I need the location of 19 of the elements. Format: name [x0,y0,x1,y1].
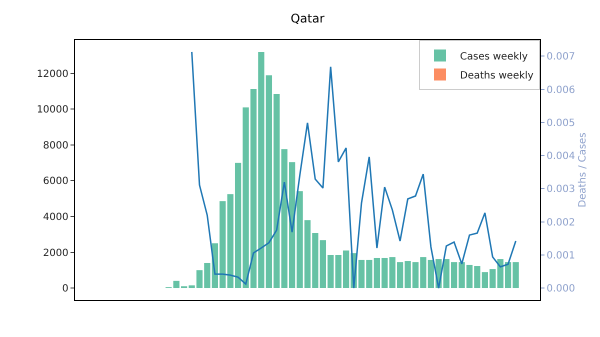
y2-tick-label: 0.000 [546,284,576,295]
y2-tick-label: 0.005 [546,118,576,129]
y-tick-label: 0 [62,284,68,295]
y-tick-label: 10000 [36,104,68,116]
y-tick-label: 4000 [43,212,68,223]
y2-tick-label: 0.004 [546,151,576,162]
y-tick-label: 8000 [43,140,68,152]
chart-title: Qatar [290,12,324,26]
y-tick-label: 2000 [43,248,68,259]
y2-tick-label: 0.001 [546,250,576,262]
y2-tick-label: 0.006 [546,84,576,96]
legend-label: Deaths weekly [460,70,534,82]
y2-tick-label: 0.002 [546,217,576,228]
y-tick-label: 6000 [43,176,68,188]
y2-tick-label: 0.007 [546,52,576,63]
legend-label: Cases weekly [460,51,528,62]
y2-axis-title: Deaths / Cases [578,132,589,208]
y2-tick-label: 0.003 [546,184,576,196]
y-tick-label: 12000 [36,68,68,80]
